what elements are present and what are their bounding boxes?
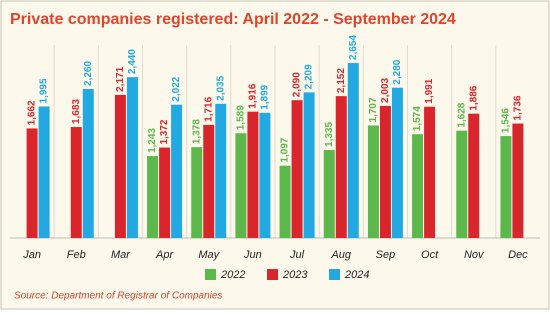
value-label: 2,022 bbox=[171, 76, 182, 101]
chart-title: Private companies registered: April 2022… bbox=[10, 11, 456, 28]
bar bbox=[379, 105, 391, 238]
bar bbox=[468, 113, 480, 238]
legend-swatch bbox=[205, 269, 216, 280]
x-tick-label: May bbox=[198, 249, 220, 261]
x-tick-label: Jul bbox=[289, 249, 305, 261]
bar bbox=[235, 133, 247, 238]
value-label: 1,243 bbox=[147, 128, 158, 153]
value-label: 1,546 bbox=[501, 108, 512, 133]
bar bbox=[512, 123, 524, 238]
legend-label: 2024 bbox=[344, 269, 369, 281]
value-label: 1,886 bbox=[468, 85, 479, 110]
value-label: 1,899 bbox=[260, 84, 271, 109]
bar bbox=[456, 130, 468, 238]
value-label: 2,035 bbox=[215, 75, 226, 100]
bar bbox=[159, 147, 171, 238]
value-label: 1,991 bbox=[424, 78, 435, 103]
bar bbox=[391, 87, 403, 238]
value-label: 1,683 bbox=[71, 99, 82, 124]
bar bbox=[367, 125, 379, 238]
value-label: 1,335 bbox=[324, 122, 335, 147]
bar bbox=[38, 106, 50, 238]
bar bbox=[126, 77, 138, 238]
bar bbox=[347, 63, 359, 238]
value-label: 1,916 bbox=[248, 83, 259, 108]
bar bbox=[279, 165, 291, 238]
value-label: 2,003 bbox=[380, 77, 391, 102]
bar bbox=[147, 156, 159, 238]
x-tick-label: Dec bbox=[508, 249, 528, 261]
x-tick-label: Mar bbox=[111, 249, 131, 261]
bar bbox=[335, 96, 347, 238]
value-label: 1,378 bbox=[191, 119, 202, 144]
bar bbox=[500, 136, 512, 238]
value-label: 1,372 bbox=[159, 119, 170, 144]
value-label: 1,736 bbox=[513, 95, 524, 120]
x-tick-label: Jan bbox=[22, 249, 41, 261]
value-label: 1,628 bbox=[456, 102, 467, 127]
x-tick-label: Nov bbox=[464, 249, 485, 261]
value-label: 2,260 bbox=[83, 61, 94, 86]
value-label: 1,589 bbox=[236, 105, 247, 130]
legend-swatch bbox=[329, 269, 340, 280]
value-label: 2,654 bbox=[348, 35, 359, 60]
bar bbox=[247, 111, 259, 238]
value-label: 1,574 bbox=[412, 106, 423, 131]
value-label: 2,440 bbox=[127, 49, 138, 74]
x-tick-label: Aug bbox=[330, 249, 351, 261]
value-label: 2,171 bbox=[115, 66, 126, 91]
value-label: 2,152 bbox=[336, 68, 347, 93]
value-label: 1,662 bbox=[27, 100, 38, 125]
value-label: 2,280 bbox=[392, 59, 403, 84]
source-note: Source: Department of Registrar of Compa… bbox=[14, 291, 222, 302]
legend-swatch bbox=[267, 269, 278, 280]
bar bbox=[303, 92, 315, 238]
value-label: 1,097 bbox=[280, 137, 291, 162]
bar bbox=[171, 104, 183, 238]
legend-label: 2022 bbox=[220, 269, 245, 281]
value-label: 1,707 bbox=[368, 97, 379, 122]
bar bbox=[26, 128, 38, 238]
bar bbox=[323, 149, 335, 238]
bar bbox=[215, 103, 227, 238]
x-tick-label: Feb bbox=[67, 249, 86, 261]
bar bbox=[412, 134, 424, 238]
bar bbox=[424, 106, 436, 238]
legend-label: 2023 bbox=[282, 269, 308, 281]
value-label: 1,995 bbox=[39, 78, 50, 103]
bar bbox=[203, 124, 215, 238]
bar bbox=[259, 112, 271, 238]
x-tick-label: Apr bbox=[155, 249, 174, 261]
value-label: 1,716 bbox=[203, 96, 214, 121]
value-label: 2,090 bbox=[292, 72, 303, 97]
bar bbox=[291, 100, 303, 238]
bar bbox=[82, 89, 94, 238]
x-tick-label: Sep bbox=[376, 249, 396, 261]
bar bbox=[70, 127, 82, 238]
x-tick-label: Jun bbox=[243, 249, 262, 261]
bar bbox=[114, 94, 126, 238]
value-label: 2,209 bbox=[304, 64, 315, 89]
x-tick-label: Oct bbox=[421, 249, 439, 261]
bar bbox=[191, 147, 203, 238]
